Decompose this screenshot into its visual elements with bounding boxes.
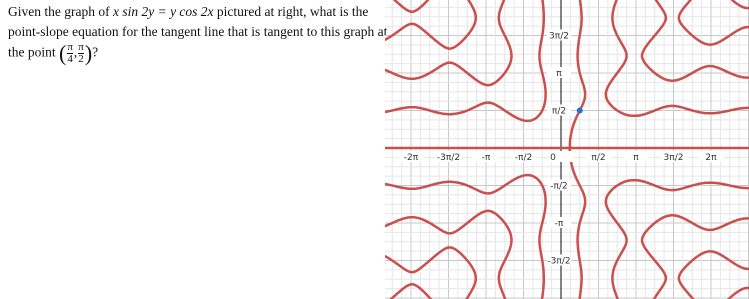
equation: x sin 2y = y cos 2x — [112, 4, 214, 19]
label-bg — [548, 151, 574, 162]
label-bg — [660, 151, 687, 162]
y-label: 3π/2 — [549, 32, 569, 42]
den: 2 — [78, 53, 84, 65]
x-label: π/2 — [591, 153, 605, 163]
x-label: 2π — [705, 153, 717, 163]
y-label: -3π/2 — [547, 257, 570, 267]
label-bg — [547, 254, 571, 266]
label-bg — [623, 151, 649, 162]
y-label: π/2 — [552, 107, 566, 117]
y-label: -π — [555, 219, 564, 229]
num: π — [78, 41, 84, 54]
y-label: π — [556, 69, 562, 79]
num: π — [67, 41, 73, 54]
label-bg — [585, 151, 612, 162]
label-bg — [698, 151, 724, 162]
label-bg — [473, 151, 499, 162]
label-bg — [398, 151, 424, 162]
label-bg — [547, 217, 571, 228]
point — [576, 107, 583, 114]
y-label: -π/2 — [550, 182, 567, 192]
end: ? — [92, 44, 99, 60]
x-label: -3π/2 — [437, 153, 460, 163]
label-bg — [510, 151, 537, 162]
curve — [385, 0, 749, 299]
x-label: -π/2 — [515, 153, 532, 163]
label-bg — [547, 29, 571, 41]
x-label: π — [633, 153, 639, 163]
label-bg — [435, 151, 462, 162]
question: Given the graph of x sin 2y = y cos 2x p… — [8, 4, 388, 66]
x-label: 3π/2 — [664, 153, 684, 163]
label-bg — [547, 179, 571, 191]
den: 4 — [67, 53, 73, 65]
x-label: 0 — [550, 153, 556, 163]
x-label: -2π — [404, 153, 419, 163]
body: pictured at right, what is the point-slo… — [8, 4, 388, 60]
intro: Given the graph of — [8, 4, 110, 19]
graph: -2π -3π/2 -π -π/2 0 π/2 π 3π/2 2π 3π/2 π π/2 -π/2 -π -… — [385, 0, 749, 299]
label-bg — [547, 67, 571, 78]
x-label: -π — [482, 153, 491, 163]
label-bg — [547, 104, 571, 116]
